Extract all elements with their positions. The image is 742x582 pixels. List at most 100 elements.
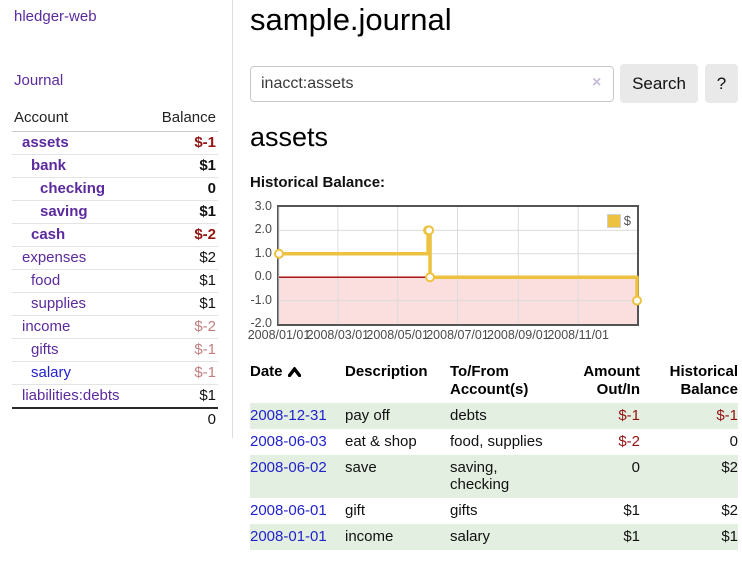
sidebar-account-link[interactable]: assets <box>22 134 69 151</box>
y-axis-tick-label: 1.0 <box>254 245 272 260</box>
sidebar-account-link[interactable]: checking <box>40 180 106 197</box>
register-col-label: To/From Account(s) <box>450 363 529 398</box>
sidebar-account-balance: $1 <box>115 200 218 224</box>
register-row: 2008-06-01 gift gifts $1 $2 <box>250 498 738 524</box>
sidebar-account-row: salary $-1 <box>12 361 218 385</box>
search-form: × Search ? <box>250 64 740 104</box>
data-point-marker <box>425 272 436 283</box>
register-row: 2008-06-03 eat & shop food, supplies $-2 0 <box>250 429 738 455</box>
help-button[interactable]: ? <box>705 64 738 103</box>
register-col-header-to-from-account-s-: To/From Account(s) <box>450 361 560 403</box>
sidebar-account-row: liabilities:debts $1 <box>12 385 218 409</box>
transaction-date-link[interactable]: 2008-01-01 <box>250 528 327 545</box>
sidebar-account-balance: 0 <box>115 177 218 201</box>
x-axis-tick-label: 2008/01/01 <box>247 328 311 342</box>
sidebar-account-link[interactable]: income <box>22 318 71 335</box>
historical-balance-chart: $ 3.0 2.0 1.0 0.0 -1.0 -2.0 2008/01/01 2008/03/… <box>247 199 740 347</box>
register-accounts-cell: debts <box>450 403 560 429</box>
register-date-cell: 2008-06-01 <box>250 498 345 524</box>
sidebar-account-link[interactable]: supplies <box>31 295 87 312</box>
x-axis-tick-label: 2008/07/01 <box>426 328 489 342</box>
account-heading: assets <box>250 122 329 152</box>
register-description-cell: save <box>345 455 450 498</box>
register-accounts-cell: salary <box>450 524 560 550</box>
register-row: 2008-01-01 income salary $1 $1 <box>250 524 738 550</box>
register-date-cell: 2008-06-02 <box>250 455 345 498</box>
register-description-cell: income <box>345 524 450 550</box>
app-title-link[interactable]: hledger-web <box>14 8 97 25</box>
sidebar-account-balance: $-2 <box>115 315 218 339</box>
sidebar-item-journal[interactable]: Journal <box>14 72 64 89</box>
sidebar-account-link[interactable]: food <box>31 272 61 289</box>
sidebar-account-cell: cash <box>12 223 115 247</box>
search-button[interactable]: Search <box>620 64 698 103</box>
sidebar-account-balance: $1 <box>115 292 218 316</box>
sidebar-account-link[interactable]: gifts <box>31 341 59 358</box>
register-col-header-date[interactable]: Date <box>250 361 345 403</box>
register-col-label: Historical Balance <box>669 363 738 398</box>
register-row: 2008-06-02 save saving, checking 0 $2 <box>250 455 738 498</box>
sidebar-account-row: income $-2 <box>12 315 218 339</box>
sidebar-account-row: supplies $1 <box>12 292 218 316</box>
sidebar-account-row: expenses $2 <box>12 246 218 270</box>
sidebar-account-link[interactable]: cash <box>31 226 66 243</box>
register-accounts-cell: food, supplies <box>450 433 543 450</box>
register-balance-cell: 0 <box>729 433 738 450</box>
sidebar-account-cell: assets <box>12 131 115 155</box>
register-col-label: Amount Out/In <box>583 363 640 398</box>
data-point-marker <box>274 248 284 259</box>
register-amount-cell: $1 <box>623 502 640 519</box>
sidebar-account-row: gifts $-1 <box>12 338 218 362</box>
sidebar-account-link[interactable]: bank <box>31 157 67 174</box>
register-balance-cell: $2 <box>721 502 738 519</box>
y-axis-tick-label: 2.0 <box>254 222 272 237</box>
transaction-date-link[interactable]: 2008-06-02 <box>250 459 327 476</box>
chart-legend: $ <box>604 212 633 229</box>
register-col-label: Description <box>345 363 428 380</box>
x-axis-tick-label: 2008/03/01 <box>306 328 370 342</box>
register-description-cell: gift <box>345 502 366 519</box>
sidebar-account-row: saving $1 <box>12 200 218 224</box>
sidebar-account-cell: liabilities:debts <box>12 385 120 409</box>
register-accounts-cell: saving, checking <box>450 455 560 498</box>
sidebar-account-link[interactable]: salary <box>31 364 72 381</box>
sidebar-account-row: food $1 <box>12 269 218 293</box>
legend-label: $ <box>623 213 631 228</box>
clear-search-icon[interactable]: × <box>592 74 602 91</box>
sidebar-account-cell: expenses <box>12 246 115 270</box>
register-amount-cell: $-1 <box>560 403 640 429</box>
transaction-date-link[interactable]: 2008-06-01 <box>250 502 327 519</box>
chart-canvas <box>274 207 642 324</box>
x-axis-tick-label: 2008/05/01 <box>366 328 429 342</box>
sidebar-account-link[interactable]: expenses <box>22 249 87 266</box>
transaction-date-link[interactable]: 2008-06-03 <box>250 433 327 450</box>
sidebar-account-balance: $1 <box>115 269 218 293</box>
sidebar-account-link[interactable]: saving <box>40 203 88 220</box>
total-balance: 0 <box>115 407 218 431</box>
register-balance-cell: $-1 <box>640 403 738 429</box>
search-input[interactable] <box>250 66 614 102</box>
sidebar-account-cell: bank <box>12 154 115 178</box>
page-title: sample.journal <box>250 2 452 37</box>
register-balance-cell: $2 <box>640 455 738 498</box>
register-amount-cell: 0 <box>560 455 640 498</box>
transaction-date-link[interactable]: 2008-12-31 <box>250 407 327 424</box>
sidebar-account-balance: $1 <box>115 154 218 178</box>
sort-ascending-icon <box>287 366 301 378</box>
x-axis-tick-label: 2008/11/01 <box>547 328 609 342</box>
sidebar-account-balance: $1 <box>199 387 216 404</box>
y-axis-tick-label: -2.0 <box>250 316 272 330</box>
register-accounts-cell: gifts <box>450 502 478 519</box>
chart-plot-area: $ <box>274 205 642 326</box>
sidebar-account-cell: checking <box>12 177 115 201</box>
sidebar-account-link[interactable]: liabilities:debts <box>22 387 120 404</box>
register-row: 2008-12-31 pay off debts $-1 $-1 <box>250 403 738 429</box>
register-col-header-historical-balance: Historical Balance <box>640 361 738 403</box>
sidebar-account-balance: $2 <box>115 246 218 270</box>
sidebar-account-balance: $-1 <box>115 338 218 362</box>
x-axis-tick-label: 2008/09/01 <box>487 328 550 342</box>
register-amount-cell: $-2 <box>618 433 640 450</box>
total-spacer <box>12 407 115 431</box>
sidebar: hledger-web Journal Account Balance asse… <box>0 0 233 438</box>
register-col-header-amount-out-in: Amount Out/In <box>560 361 640 403</box>
